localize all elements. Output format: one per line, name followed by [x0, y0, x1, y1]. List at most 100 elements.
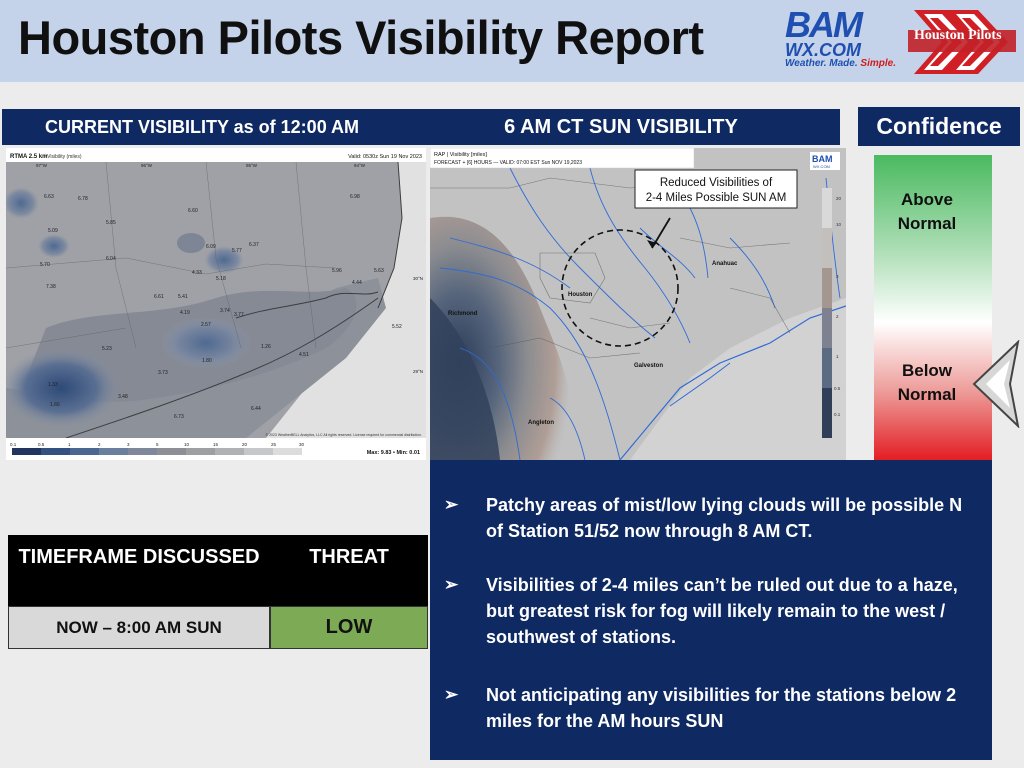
vis-value: 5.77 — [232, 248, 242, 254]
bamwx-tagline-a: Weather. Made. — [785, 58, 861, 69]
vis-value: 6.09 — [206, 244, 216, 250]
lon-label: 96°W — [141, 163, 153, 168]
vis-value: 2.57 — [201, 322, 211, 328]
current-map-copyright: © 2023 WeatherBELL Analytics, LLC All ri… — [266, 433, 422, 437]
vis-value: 3.74 — [220, 308, 230, 314]
vis-value: 5.96 — [332, 268, 342, 274]
vis-value: 5.52 — [392, 324, 402, 330]
vis-value: 3.48 — [118, 394, 128, 400]
discussion-panel: ➢ Patchy areas of mist/low lying clouds … — [430, 460, 992, 760]
discussion-bullet: ➢ Not anticipating any visibilities for … — [444, 682, 979, 734]
colorbar-tick: 3 — [127, 442, 130, 447]
forecast-callout-line2: 2-4 Miles Possible SUN AM — [646, 192, 787, 204]
discussion-bullet-text: Visibilities of 2-4 miles can’t be ruled… — [486, 575, 958, 647]
colorbar-tick: 30 — [299, 442, 305, 447]
vis-value: 6.60 — [188, 208, 198, 214]
vis-value: 4.44 — [352, 280, 362, 286]
bullet-arrow-icon: ➢ — [444, 495, 459, 514]
city-galveston: Galveston — [634, 363, 663, 369]
vis-value: 6.78 — [78, 196, 88, 202]
forecast-callout-box — [634, 169, 798, 209]
forecast-scale-tick: 1 — [836, 354, 839, 359]
current-map-valid-time: Valid: 0530z Sun 19 Nov 2023 — [348, 154, 422, 160]
forecast-visibility-title: 6 AM CT SUN VISIBILITY — [402, 109, 840, 145]
vis-value: 1.66 — [50, 402, 60, 408]
vis-value: 5.85 — [106, 220, 116, 226]
threat-table: TIMEFRAME DISCUSSED THREAT NOW – 8:00 AM… — [8, 535, 428, 649]
colorbar-tick: 5 — [156, 442, 159, 447]
discussion-bullet-text: Not anticipating any visibilities for th… — [486, 685, 957, 731]
discussion-bullet: ➢ Visibilities of 2-4 miles can’t be rul… — [444, 572, 979, 650]
vis-value: 6.73 — [174, 414, 184, 420]
current-map-subheader: • Visibility (miles) — [44, 154, 82, 160]
threat-level-cell: LOW — [270, 606, 428, 649]
city-angleton: Angleton — [528, 420, 554, 426]
vis-value: 5.41 — [178, 294, 188, 300]
confidence-gradient: Above Normal Below Normal — [874, 155, 992, 460]
vis-value: 6.63 — [44, 194, 54, 200]
colorbar-tick: 0.1 — [10, 442, 17, 447]
vis-value: 6.04 — [106, 256, 116, 262]
houston-pilots-logo: Houston Pilots — [906, 4, 1018, 78]
current-visibility-map: RTMA 2.5 km • Visibility (miles) Valid: … — [1, 148, 426, 460]
forecast-scale-tick: 3 — [836, 274, 839, 279]
forecast-scale-tick: 10 — [836, 222, 842, 227]
vis-value: 5.18 — [216, 276, 226, 282]
forecast-scale-tick: 2 — [836, 314, 839, 319]
bamwx-tagline-b: Simple. — [860, 58, 896, 69]
discussion-bullet: ➢ Patchy areas of mist/low lying clouds … — [444, 492, 979, 544]
colorbar-tick: 10 — [184, 442, 190, 447]
lon-label: 95°W — [246, 163, 258, 168]
forecast-visibility-map: Reduced Visibilities of 2-4 Miles Possib… — [429, 147, 847, 461]
city-richmond: Richmond — [448, 311, 478, 317]
current-map-colorbar — [12, 448, 302, 455]
colorbar-tick: 25 — [271, 442, 277, 447]
forecast-scale-tick: 0.1 — [834, 412, 841, 417]
timeframe-value: NOW – 8:00 AM SUN — [8, 606, 270, 649]
vis-value: 3.73 — [158, 370, 168, 376]
forecast-bamwx-mini-logo: BAM WX.COM — [810, 152, 840, 170]
vis-value: 4.51 — [299, 352, 309, 358]
current-visibility-title: CURRENT VISIBILITY as of 12:00 AM — [2, 109, 402, 145]
current-map-maxmin: Max: 9.83 • Min: 0.01 — [367, 450, 420, 456]
current-map-header: RTMA 2.5 km — [10, 154, 47, 160]
colorbar-tick: 1 — [68, 442, 71, 447]
bullet-arrow-icon: ➢ — [444, 685, 459, 704]
colorbar-tick: 15 — [213, 442, 219, 447]
forecast-scale-tick: 0.5 — [834, 386, 841, 391]
svg-text:BAM: BAM — [812, 154, 833, 164]
city-houston: Houston — [568, 292, 593, 298]
vis-value: 1.33 — [48, 382, 58, 388]
bamwx-logo: BAM WX.COM Weather. Made. Simple. — [785, 4, 901, 78]
discussion-bullet-text: Patchy areas of mist/low lying clouds wi… — [486, 495, 963, 541]
page-title: Houston Pilots Visibility Report — [18, 11, 704, 64]
vis-value: 5.23 — [102, 346, 112, 352]
timeframe-header: TIMEFRAME DISCUSSED — [8, 535, 270, 606]
bamwx-logo-top: BAM — [785, 4, 863, 45]
vis-value: 3.77 — [234, 312, 244, 318]
confidence-above-label: Above Normal — [897, 190, 957, 233]
reduced-visibility-circle — [561, 229, 679, 347]
vis-value: 6.61 — [154, 294, 164, 300]
vis-value: 7.38 — [46, 284, 56, 290]
colorbar-tick: 2 — [98, 442, 101, 447]
confidence-selector-arrow-icon — [968, 339, 1024, 429]
vis-value: 4.19 — [180, 310, 190, 316]
bamwx-logo-mid: WX.COM — [785, 40, 861, 60]
vis-value: 1.80 — [202, 358, 212, 364]
lon-label: 97°W — [36, 163, 48, 168]
houston-pilots-logo-text: Houston Pilots — [914, 28, 1002, 43]
vis-value: 5.70 — [40, 262, 50, 268]
vis-value: 6.98 — [350, 194, 360, 200]
bullet-arrow-icon: ➢ — [444, 575, 459, 594]
header-bar: Houston Pilots Visibility Report BAM WX.… — [0, 0, 1024, 82]
colorbar-tick: 20 — [242, 442, 248, 447]
houston-pilots-emblem-icon — [908, 10, 1016, 74]
forecast-callout-line1: Reduced Visibilities of — [660, 177, 773, 189]
vis-value: 4.33 — [192, 270, 202, 276]
vis-value: 5.63 — [374, 268, 384, 274]
colorbar-tick: 0.5 — [38, 442, 45, 447]
confidence-below-label: Below Normal — [897, 361, 957, 404]
bamwx-tagline: Weather. Made. Simple. — [785, 58, 901, 69]
lon-label: 94°W — [354, 163, 366, 168]
